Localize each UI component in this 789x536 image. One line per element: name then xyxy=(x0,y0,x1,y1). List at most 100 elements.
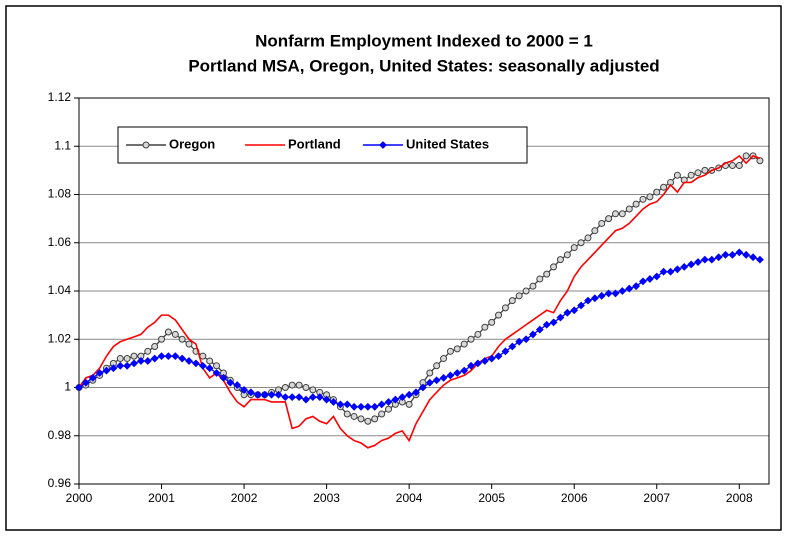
marker xyxy=(295,393,304,402)
marker xyxy=(577,239,585,247)
marker xyxy=(95,369,104,377)
marker xyxy=(721,250,730,259)
marker xyxy=(652,272,661,281)
marker xyxy=(212,369,221,377)
marker xyxy=(240,386,248,394)
marker xyxy=(206,357,214,365)
marker xyxy=(398,393,407,402)
marker xyxy=(419,383,427,392)
x-tick-label: 2002 xyxy=(231,491,258,505)
marker xyxy=(529,330,537,339)
marker xyxy=(302,384,310,391)
marker xyxy=(591,227,599,235)
marker xyxy=(494,352,503,361)
marker xyxy=(329,398,338,406)
marker xyxy=(659,267,668,276)
marker xyxy=(453,369,462,377)
marker xyxy=(570,306,579,315)
marker xyxy=(728,162,736,170)
marker xyxy=(384,398,393,406)
marker xyxy=(425,378,434,387)
marker xyxy=(315,393,324,402)
marker xyxy=(102,366,111,375)
marker xyxy=(143,357,152,365)
marker xyxy=(749,253,757,262)
marker xyxy=(632,200,640,208)
marker xyxy=(123,361,132,370)
series-line xyxy=(78,154,761,449)
marker xyxy=(460,366,469,375)
marker xyxy=(116,361,125,370)
marker xyxy=(226,378,235,387)
marker xyxy=(646,193,654,201)
series-line xyxy=(78,155,761,422)
marker xyxy=(378,410,386,418)
marker xyxy=(253,390,262,399)
y-tick-label: 1.12 xyxy=(48,90,72,104)
marker xyxy=(192,359,200,368)
marker xyxy=(405,390,414,399)
marker xyxy=(542,320,551,329)
marker xyxy=(666,267,675,276)
x-tick-label: 2006 xyxy=(561,491,588,505)
legend-marker xyxy=(379,141,387,149)
marker xyxy=(597,291,606,300)
marker xyxy=(756,157,764,165)
x-tick-label: 2000 xyxy=(66,491,93,505)
marker xyxy=(508,342,517,351)
marker xyxy=(136,357,145,365)
x-tick-label: 2001 xyxy=(148,491,175,505)
marker xyxy=(116,355,124,363)
marker xyxy=(618,210,626,218)
marker xyxy=(151,342,159,350)
marker xyxy=(185,340,193,348)
marker xyxy=(501,304,509,312)
marker xyxy=(584,234,592,242)
marker xyxy=(467,335,475,343)
marker xyxy=(515,337,524,346)
marker xyxy=(536,275,544,283)
marker xyxy=(171,330,179,338)
marker xyxy=(707,255,716,264)
chart-subtitle: Portland MSA, Oregon, United States: sea… xyxy=(188,56,659,75)
marker xyxy=(213,362,221,370)
marker xyxy=(543,270,551,278)
marker xyxy=(714,253,723,262)
marker xyxy=(446,347,454,355)
marker xyxy=(563,251,571,259)
marker xyxy=(178,354,187,363)
marker xyxy=(171,352,180,361)
marker xyxy=(295,381,303,389)
marker xyxy=(605,215,613,223)
marker xyxy=(439,373,448,382)
marker xyxy=(385,405,393,413)
marker xyxy=(343,410,351,418)
marker xyxy=(549,318,558,327)
marker xyxy=(302,395,310,404)
marker xyxy=(405,400,413,408)
marker xyxy=(426,369,434,377)
marker xyxy=(130,359,138,368)
marker xyxy=(535,325,544,334)
marker xyxy=(150,354,159,363)
marker xyxy=(673,265,682,274)
series-line xyxy=(78,251,761,408)
marker xyxy=(432,376,441,385)
y-tick-label: 1.08 xyxy=(48,187,72,201)
marker xyxy=(267,390,276,399)
marker xyxy=(570,244,578,252)
marker xyxy=(742,250,751,259)
marker xyxy=(645,275,654,283)
marker xyxy=(219,373,228,382)
marker xyxy=(639,277,647,286)
marker xyxy=(205,364,214,373)
marker xyxy=(632,282,641,291)
marker xyxy=(756,255,764,264)
marker xyxy=(157,352,166,361)
chart-title: Nonfarm Employment Indexed to 2000 = 1 xyxy=(255,31,593,50)
y-tick-label: 1 xyxy=(64,380,71,394)
marker xyxy=(474,330,482,338)
legend-box xyxy=(117,126,528,164)
marker xyxy=(700,255,709,264)
